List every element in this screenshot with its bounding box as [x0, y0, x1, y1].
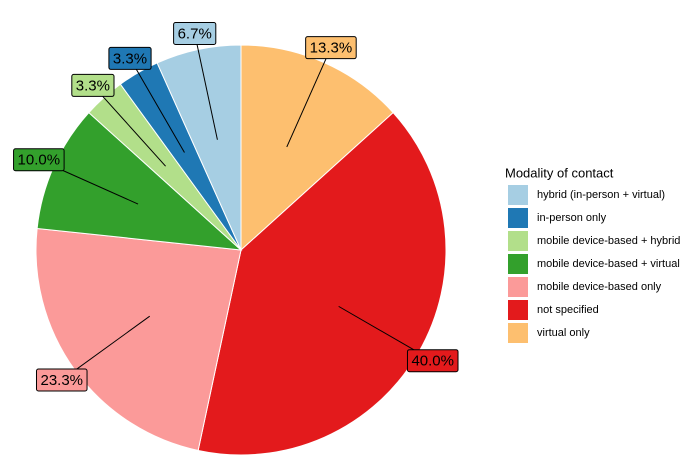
legend-swatch — [508, 323, 528, 343]
data-label: 23.3% — [35, 368, 88, 392]
legend-swatch — [508, 208, 528, 228]
legend-swatch — [508, 185, 528, 205]
data-label: 6.7% — [173, 21, 217, 45]
data-label: 3.3% — [108, 46, 152, 70]
legend-label: not specified — [537, 304, 599, 316]
leader-line — [194, 33, 218, 140]
data-label: 10.0% — [13, 148, 65, 172]
legend-swatch — [508, 254, 528, 274]
data-label: 13.3% — [305, 36, 357, 60]
legend-label: mobile device-based + virtual — [537, 258, 680, 270]
data-label-text: 23.3% — [40, 372, 83, 389]
label-box — [173, 21, 217, 45]
leader-line — [286, 47, 332, 148]
data-label-text: 6.7% — [178, 25, 212, 42]
data-label-text: 13.3% — [310, 40, 353, 57]
data-label: 3.3% — [71, 73, 115, 97]
legend-label: hybrid (in-person + virtual) — [537, 189, 665, 201]
data-label-text: 10.0% — [18, 152, 61, 169]
legend-swatch — [508, 231, 528, 251]
data-label-text: 3.3% — [113, 50, 147, 67]
legend-swatch — [508, 277, 528, 297]
legend-title: Modality of contact — [505, 165, 614, 180]
legend-label: mobile device-based + hybrid — [537, 235, 680, 247]
label-box — [13, 148, 65, 172]
label-box — [71, 73, 115, 97]
leader-line — [129, 58, 185, 153]
legend-label: virtual only — [537, 327, 590, 339]
label-box — [108, 46, 152, 70]
data-label: 40.0% — [406, 349, 459, 373]
data-label-text: 3.3% — [76, 77, 110, 94]
label-box — [35, 368, 88, 392]
leader-line — [92, 85, 166, 167]
label-box — [406, 349, 459, 373]
legend-label: in-person only — [537, 212, 607, 224]
legend-label: mobile device-based only — [537, 281, 662, 293]
data-label-text: 40.0% — [411, 353, 454, 370]
legend-swatch — [508, 300, 528, 320]
label-box — [305, 36, 357, 60]
